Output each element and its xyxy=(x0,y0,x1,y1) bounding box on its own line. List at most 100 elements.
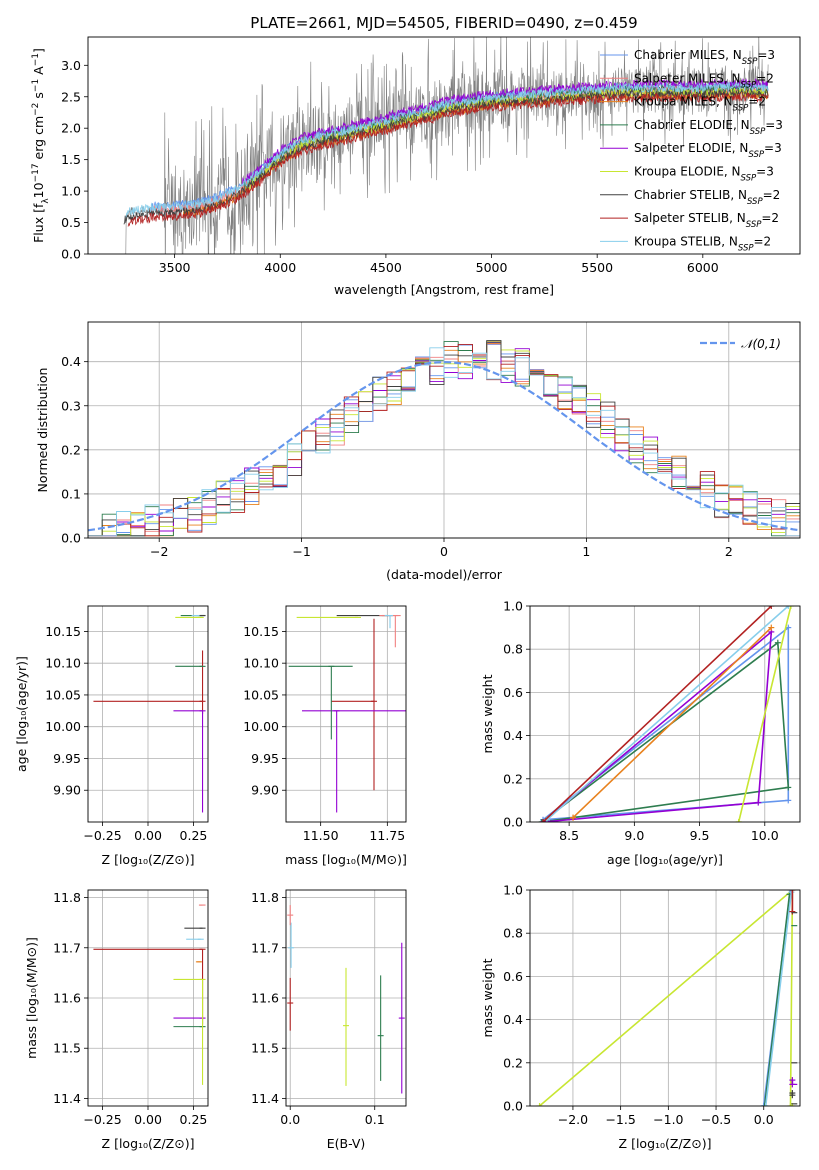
weight-line xyxy=(546,606,789,821)
y-tick-label: 10.00 xyxy=(45,719,81,734)
x-axis-label: wavelength [Angstrom, rest frame] xyxy=(334,282,554,297)
x-tick-label: −1 xyxy=(292,544,310,559)
x-tick-label: −1.5 xyxy=(605,1112,635,1127)
y-tick-label: 0.2 xyxy=(503,1055,523,1070)
error-bar-point xyxy=(377,975,384,1081)
plot-area xyxy=(88,340,800,538)
x-axis-label: E(B-V) xyxy=(327,1136,366,1151)
x-axis-label: mass [log₁₀(M/M⊙)] xyxy=(285,852,407,867)
error-bar-point xyxy=(343,967,349,1086)
y-tick-label: 0.0 xyxy=(61,531,81,546)
y-tick-label: 11.6 xyxy=(53,991,81,1006)
x-tick-label: 10.0 xyxy=(751,828,779,843)
x-tick-label: 0.00 xyxy=(134,1112,162,1127)
axes-frame xyxy=(285,605,407,823)
weight-line xyxy=(542,606,772,822)
x-tick-label: 11.50 xyxy=(303,828,339,843)
x-tick-label: 4000 xyxy=(264,260,296,275)
x-tick-label: 4500 xyxy=(370,260,402,275)
age-vs-mass-panel: 11.50 11.75 9.90 9.95 10.00 10.05 10.10 10.15 ma… xyxy=(243,605,407,867)
y-tick-label: 11.8 xyxy=(251,890,279,905)
y-tick-label: 10.05 xyxy=(243,687,279,702)
legend-label: Kroupa STELIB, NSSP=2 xyxy=(634,234,771,253)
error-bar-point xyxy=(93,948,206,1025)
y-tick-label: 1.0 xyxy=(61,184,81,199)
error-bar-point xyxy=(93,650,206,714)
y-tick-label: 0.0 xyxy=(503,815,523,830)
x-tick-label: −2 xyxy=(150,544,168,559)
x-tick-label: −0.5 xyxy=(701,1112,731,1127)
legend-label: Salpeter MILES, NSSP=2 xyxy=(634,71,774,90)
plot-area xyxy=(288,614,406,813)
y-tick-label: 11.7 xyxy=(53,940,81,955)
plot-area xyxy=(93,904,206,1085)
x-tick-label: 1 xyxy=(582,544,590,559)
y-tick-label: 0.2 xyxy=(503,771,523,786)
y-tick-label: 0.2 xyxy=(61,442,81,457)
plot-area xyxy=(536,890,798,1106)
y-tick-label: 10.10 xyxy=(243,656,279,671)
axes-frame xyxy=(285,889,407,1107)
error-bar-point xyxy=(173,978,206,1085)
x-tick-label: −0.25 xyxy=(83,1112,121,1127)
legend-label: Salpeter STELIB, NSSP=2 xyxy=(634,211,779,230)
x-tick-label: −0.25 xyxy=(83,828,121,843)
error-bar-point xyxy=(287,905,294,926)
y-tick-label: 10.15 xyxy=(45,624,81,639)
axes-frame xyxy=(87,605,209,823)
x-tick-label: 5500 xyxy=(581,260,613,275)
y-tick-label: 10.00 xyxy=(243,719,279,734)
x-tick-label: 9.5 xyxy=(690,828,710,843)
legend-label: Salpeter ELODIE, NSSP=3 xyxy=(634,141,782,160)
y-tick-label: 0.6 xyxy=(503,969,523,984)
y-tick-label: 0.0 xyxy=(503,1099,523,1114)
y-tick-label: 0.4 xyxy=(503,1012,523,1027)
legend-label: Kroupa MILES, NSSP=2 xyxy=(634,95,766,114)
observed-spectrum xyxy=(123,37,769,254)
y-tick-label: 0.3 xyxy=(61,398,81,413)
x-tick-label: 0.1 xyxy=(365,1112,385,1127)
y-tick-label: 0.0 xyxy=(61,247,81,262)
y-tick-label: 2.0 xyxy=(61,121,81,136)
y-tick-label: 9.95 xyxy=(53,751,81,766)
x-tick-label: 3500 xyxy=(159,260,191,275)
x-tick-label: −2.0 xyxy=(558,1112,588,1127)
y-axis-label: mass weight xyxy=(480,958,495,1037)
y-tick-label: 1.0 xyxy=(503,599,523,614)
x-tick-label: 0 xyxy=(440,544,448,559)
y-tick-label: 0.4 xyxy=(503,728,523,743)
error-bar-point xyxy=(173,710,206,813)
y-tick-label: 0.1 xyxy=(61,486,81,501)
y-tick-label: 0.8 xyxy=(503,642,523,657)
y-axis-label: age [log₁₀(age/yr)] xyxy=(14,656,29,772)
y-tick-label: 0.8 xyxy=(503,926,523,941)
error-bar-point xyxy=(288,922,295,968)
y-tick-label: 11.4 xyxy=(251,1091,279,1106)
x-tick-label: −1.0 xyxy=(653,1112,683,1127)
weight-line xyxy=(572,627,772,819)
plot-area xyxy=(123,37,769,254)
y-tick-label: 0.5 xyxy=(61,215,81,230)
x-tick-label: 0.25 xyxy=(180,828,208,843)
x-tick-label: 0.0 xyxy=(754,1112,774,1127)
mass-vs-Z-panel: −0.25 0.00 0.25 11.4 11.5 11.6 11.7 11.8 Z [log₁… xyxy=(24,889,209,1151)
legend-label: Chabrier MILES, NSSP=3 xyxy=(634,48,775,67)
x-axis-label: Z [log₁₀(Z/Z⊙)] xyxy=(102,852,195,867)
weight-vs-Z-panel: −2.0 −1.5 −1.0 −0.5 0.0 0.0 0.2 0.4 0.6 0.8 1.0 Z [… xyxy=(480,883,801,1151)
weight-vs-age-panel: 8.5 9.0 9.5 10.0 0.0 0.2 0.4 0.6 0.8 1.0 age [log₁… xyxy=(480,599,801,867)
y-tick-label: 10.10 xyxy=(45,656,81,671)
y-axis-label: mass weight xyxy=(480,674,495,753)
legend-label: 𝒩(0,1) xyxy=(741,337,781,351)
y-tick-label: 1.5 xyxy=(61,152,81,167)
error-bar-point xyxy=(287,977,294,1031)
plot-area xyxy=(287,905,405,1094)
y-tick-label: 0.4 xyxy=(61,354,81,369)
y-tick-label: 1.0 xyxy=(503,883,523,898)
model-spectrum-line xyxy=(123,88,769,225)
error-bar-point xyxy=(288,665,353,740)
x-axis-label: Z [log₁₀(Z/Z⊙)] xyxy=(619,1136,712,1151)
age-vs-Z-panel: −0.25 0.00 0.25 9.90 9.95 10.00 10.05 10.10 10.1… xyxy=(14,605,209,867)
x-tick-label: 0.00 xyxy=(134,828,162,843)
y-tick-label: 10.15 xyxy=(243,624,279,639)
plot-area xyxy=(538,606,794,822)
